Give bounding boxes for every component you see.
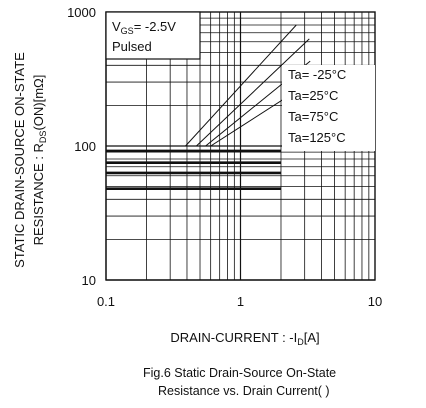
y-axis-label-line2: RESISTANCE : RDS(ON)[mΩ]: [31, 75, 48, 246]
legend-entry: Ta=125°C: [288, 130, 346, 145]
legend-entry: Ta=75°C: [288, 109, 338, 124]
conditions-vgs: VGS= -2.5V: [112, 19, 176, 36]
y-tick-label: 100: [74, 139, 96, 154]
x-tick-label: 10: [368, 294, 382, 309]
x-axis-label: DRAIN-CURRENT : -ID[A]: [170, 330, 319, 347]
legend-entry: Ta= -25°C: [288, 67, 346, 82]
tick-labels: 0.1 1 10 1000 100 10: [67, 5, 382, 309]
y-tick-label: 10: [82, 273, 96, 288]
legend-box: [282, 65, 375, 151]
x-tick-label: 0.1: [97, 294, 115, 309]
y-axis-label-line1: STATIC DRAIN-SOURCE ON-STATE: [12, 52, 27, 268]
conditions-box: [105, 11, 201, 60]
limit-line: [196, 38, 310, 147]
x-tick-label: 1: [237, 294, 244, 309]
legend-entry: Ta=25°C: [288, 88, 338, 103]
y-tick-label: 1000: [67, 5, 96, 20]
chart: VGS= -2.5V Pulsed Ta= -25°C Ta=25°C Ta=75°…: [12, 5, 382, 347]
conditions-pulsed: Pulsed: [112, 39, 152, 54]
limit-line: [185, 24, 297, 147]
legend: Ta= -25°C Ta=25°C Ta=75°C Ta=125°C: [288, 67, 346, 145]
